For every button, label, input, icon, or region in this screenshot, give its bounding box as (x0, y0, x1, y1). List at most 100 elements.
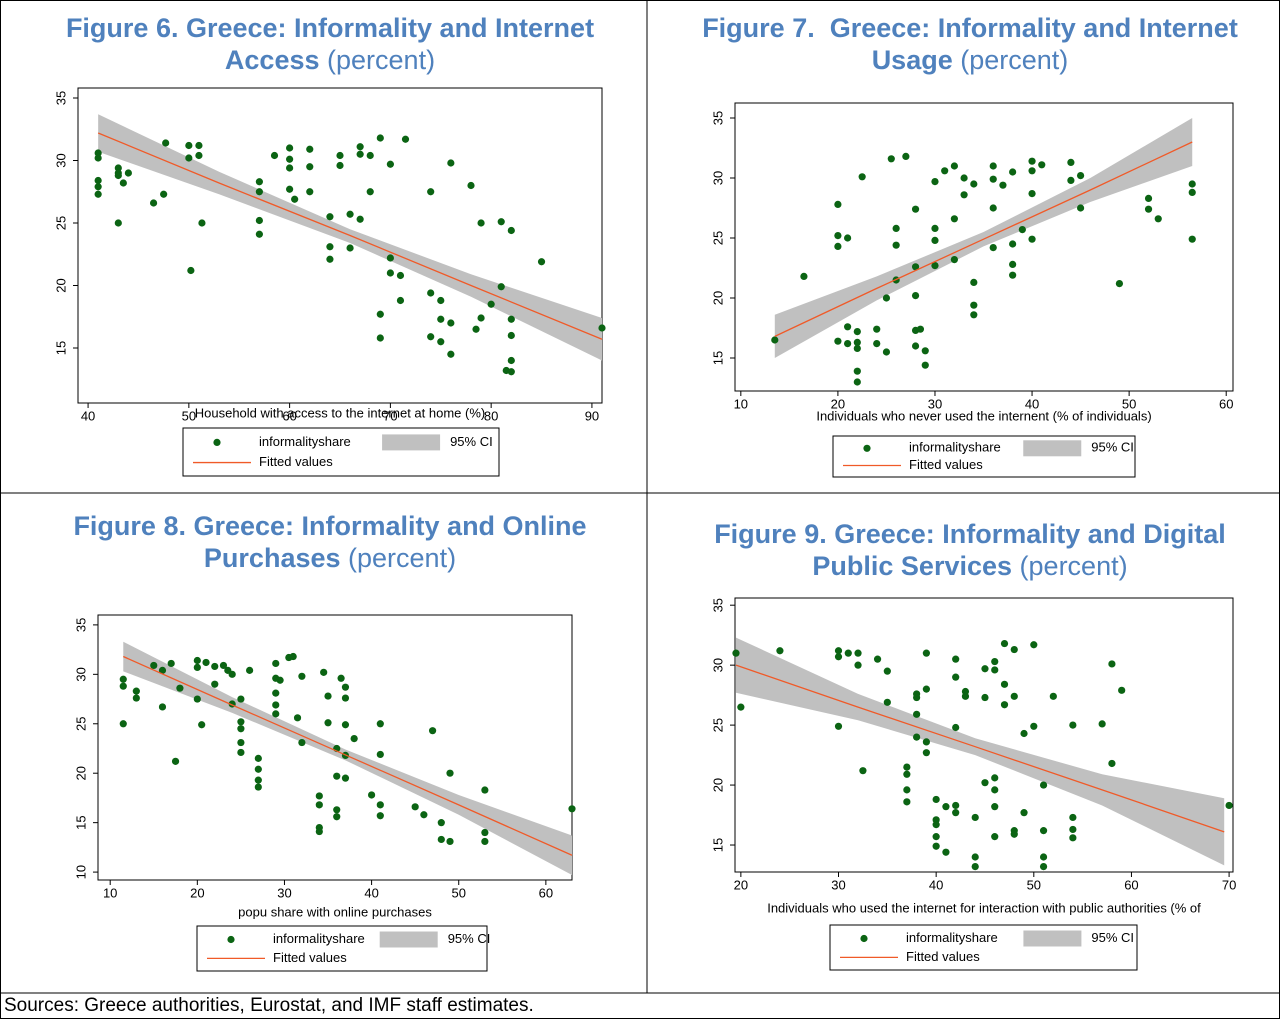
data-point (1076, 204, 1085, 212)
data-point (1000, 701, 1009, 709)
data-point (931, 178, 939, 186)
y-tick-label: 25 (710, 231, 725, 245)
x-tick-label: 70 (1222, 877, 1236, 892)
data-point (341, 774, 350, 782)
data-point (991, 833, 999, 841)
data-point (272, 689, 280, 697)
data-point (921, 361, 929, 369)
data-point (481, 786, 489, 794)
data-point (970, 180, 978, 188)
data-point (255, 230, 263, 238)
data-point (1030, 722, 1038, 730)
x-tick-label: 70 (383, 408, 397, 423)
data-point (185, 154, 193, 162)
data-point (237, 725, 245, 733)
data-point (124, 169, 132, 177)
x-tick-label: 40 (81, 408, 95, 423)
data-point (119, 720, 127, 728)
data-point (272, 701, 280, 709)
data-point (437, 835, 445, 844)
data-point (981, 665, 989, 673)
fitted-line (735, 664, 1225, 833)
data-point (942, 848, 950, 856)
data-point (844, 234, 852, 242)
x-tick-label: 50 (451, 885, 465, 900)
y-tick-label: 30 (73, 667, 88, 681)
y-tick-label: 10 (73, 865, 88, 879)
data-point (315, 792, 323, 800)
legend-label: 95% CI (1091, 440, 1134, 455)
data-point (873, 340, 881, 348)
data-point (971, 813, 979, 822)
data-point (411, 803, 419, 811)
data-point (94, 176, 102, 185)
y-tick-label: 20 (73, 766, 88, 780)
data-point (481, 837, 489, 846)
confidence-band (123, 641, 573, 876)
data-point (341, 683, 350, 691)
x-tick-label: 20 (831, 396, 845, 411)
data-point (427, 188, 435, 196)
legend-symbol (379, 931, 438, 948)
data-point (481, 828, 489, 837)
data-point (356, 150, 364, 158)
data-point (989, 162, 997, 170)
data-point (376, 134, 384, 142)
data-point (971, 863, 979, 871)
data-point (1108, 660, 1116, 668)
data-point (195, 141, 203, 150)
data-point (497, 283, 505, 291)
data-point (1069, 721, 1077, 729)
x-axis-label: Individuals who never used the internent… (816, 408, 1151, 423)
data-point (902, 152, 910, 160)
x-tick-label: 50 (1122, 396, 1136, 411)
data-point (447, 319, 455, 327)
data-point (255, 216, 263, 225)
x-tick-label: 60 (1219, 396, 1233, 411)
data-point (158, 703, 167, 711)
confidence-band (98, 114, 603, 361)
data-point (991, 803, 999, 811)
data-point (326, 255, 334, 263)
data-point (981, 693, 989, 702)
x-tick-label: 90 (585, 408, 599, 423)
x-tick-label: 30 (928, 396, 942, 411)
y-tick-label: 15 (53, 341, 68, 355)
data-point (1030, 641, 1038, 649)
data-point (960, 191, 968, 199)
data-point (507, 226, 515, 235)
x-tick-label: 20 (734, 877, 748, 892)
data-point (1039, 781, 1048, 789)
data-point (324, 719, 332, 727)
data-point (132, 687, 140, 695)
data-point (844, 649, 852, 657)
data-point (1049, 692, 1057, 700)
x-axis-label: popu share with online purchases (238, 904, 432, 919)
data-point (882, 294, 891, 302)
data-point (286, 185, 294, 193)
data-point (198, 721, 206, 729)
x-tick-label: 60 (282, 408, 296, 423)
y-tick-label: 20 (710, 778, 725, 792)
x-tick-label: 60 (539, 885, 553, 900)
data-point (942, 803, 950, 811)
legend-symbol (1023, 440, 1082, 457)
data-point (1188, 180, 1196, 188)
data-point (1020, 729, 1028, 738)
data-point (158, 666, 167, 674)
y-tick-label: 20 (710, 291, 725, 305)
data-point (999, 181, 1007, 189)
data-point (853, 344, 861, 352)
confidence-band (774, 118, 1193, 358)
data-point (834, 647, 843, 655)
data-point (922, 749, 930, 757)
data-point (376, 720, 384, 728)
data-point (1028, 235, 1036, 243)
data-point (376, 750, 384, 759)
legend-symbol (227, 935, 235, 944)
data-point (892, 224, 900, 232)
data-point (507, 368, 515, 376)
data-point (853, 378, 861, 386)
